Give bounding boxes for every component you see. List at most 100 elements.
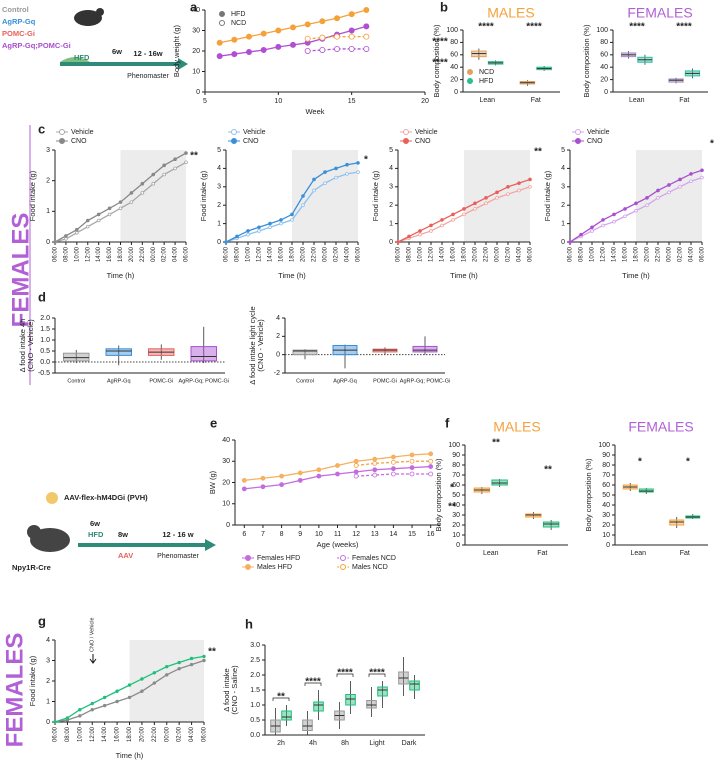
x-tick-label: 06:00: [184, 246, 190, 262]
annotation: ****: [432, 58, 448, 69]
data-point: [165, 673, 169, 677]
y-tick-label: 4: [46, 637, 50, 644]
virus-icon: [46, 492, 58, 504]
x-tick-label: 14:00: [102, 726, 108, 742]
data-point: [151, 181, 156, 186]
sig-bracket: [304, 682, 322, 686]
data-point: [297, 470, 303, 476]
data-point: [356, 161, 360, 165]
data-point: [363, 23, 370, 30]
x-tick-label: 06:00: [396, 246, 402, 262]
chart: 0 1 2 3 4 5 Food intake (g) 06:00 08:00 10:00 12:0…: [371, 129, 542, 280]
y-tick-label: 90: [452, 452, 460, 459]
x-tick-label: Control: [296, 378, 314, 384]
data-point: [700, 175, 704, 180]
data-point: [333, 45, 340, 52]
y-axis-label: Body weight (g): [172, 24, 181, 77]
data-point: [418, 229, 422, 233]
schematic-bottom: AAV-flex-hM4DGi (PVH) Npy1R-Cre 6w HFD 8…: [12, 492, 216, 572]
data-point: [506, 185, 510, 189]
data-point: [348, 27, 355, 34]
data-point: [484, 201, 488, 206]
x-tick-label: 08:00: [65, 726, 71, 742]
data-point: [312, 177, 316, 182]
data-point: [260, 46, 267, 53]
data-point: [140, 181, 145, 186]
data-point: [623, 207, 627, 211]
data-point: [268, 221, 272, 226]
y-axis-label: Food intake (g): [543, 170, 552, 221]
data-point: [316, 473, 322, 479]
y-tick-label: 3: [217, 184, 221, 191]
data-point: [78, 708, 82, 712]
data-point: [319, 18, 326, 25]
box: [345, 694, 356, 706]
data-point: [316, 467, 322, 473]
group-label: POMC-Gi: [2, 29, 35, 38]
x-tick-label: POMC-Gi: [149, 378, 173, 384]
y-tick-label: 60: [452, 482, 460, 489]
box: [302, 719, 313, 731]
group-label: AgRP-Gq: [2, 17, 36, 26]
data-point: [127, 683, 132, 687]
x-axis-label: Age (weeks): [317, 540, 359, 549]
mouse-icon: [96, 8, 104, 16]
box: [190, 346, 217, 362]
y-tick-label: 4: [561, 165, 565, 172]
chart: h 0.0 0.5 1.0 1.5 2.0 2.5 3.0 Δ food intake (CNO …: [222, 616, 425, 747]
timeline-arrow: [78, 539, 216, 551]
x-tick-label: 20:00: [645, 246, 651, 262]
data-point: [129, 200, 134, 204]
x-tick-label: 10:00: [74, 246, 80, 262]
x-tick-label: 16:00: [107, 246, 113, 262]
data-point: [304, 48, 311, 55]
chart: FEMALES 0 20 40 60 80 100 Body composition (%) L…: [582, 5, 708, 104]
data-point: [353, 458, 359, 464]
data-point: [129, 191, 134, 195]
legend-marker: [219, 20, 225, 26]
annotation: **: [544, 465, 552, 476]
annotation: *: [710, 139, 714, 150]
mouse-icon: [27, 525, 41, 539]
data-point: [165, 664, 169, 669]
legend-label: NCD: [231, 20, 246, 27]
panel-letter: b: [440, 0, 448, 14]
x-tick-label: 18:00: [634, 246, 640, 262]
data-point: [257, 225, 261, 230]
y-tick-label: 2: [46, 178, 50, 185]
data-point: [216, 53, 223, 60]
legend-marker: [59, 129, 65, 135]
y-tick-label: 5: [389, 147, 393, 154]
age-label: 6w: [112, 47, 122, 56]
data-point: [333, 15, 340, 22]
y-tick-label: 50: [452, 492, 460, 499]
box: [366, 700, 377, 709]
data-point: [440, 218, 444, 222]
data-point: [348, 45, 355, 52]
schematic-top: Control AgRP-Gq POMC-Gi AgRP-Gq;POMC-Gi …: [2, 5, 188, 80]
x-tick-label: Dark: [402, 740, 417, 747]
annotation: **: [190, 151, 198, 162]
data-point: [451, 218, 455, 222]
data-point: [335, 463, 340, 468]
x-tick-label: 22:00: [140, 246, 146, 262]
age-label: 6w: [90, 519, 100, 528]
data-point: [177, 667, 181, 671]
annotation: **: [277, 692, 285, 703]
diet-label: HFD: [88, 530, 104, 539]
y-axis-label: (CNO - Vehicle): [256, 319, 265, 372]
data-point: [353, 469, 359, 475]
y-axis-label: Δ food intake light cycle: [248, 306, 257, 384]
data-point: [90, 708, 94, 712]
x-tick-label: 06:00: [568, 246, 574, 262]
x-tick-label: 18:00: [462, 246, 468, 262]
arrow: [89, 654, 97, 664]
chart: a 0 10 20 30 40 Body weight (g) 5 10 15 20 Week HFD N…: [172, 0, 448, 116]
x-tick-label: 15: [408, 531, 416, 538]
annotation: ****: [369, 668, 385, 679]
age-label: 8w: [118, 530, 128, 539]
x-tick-label: 06:00: [700, 246, 706, 262]
x-tick-label: 06:00: [528, 246, 534, 262]
panel-letter: c: [38, 121, 45, 136]
